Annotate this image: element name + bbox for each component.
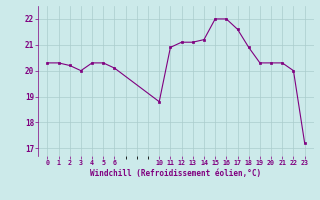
X-axis label: Windchill (Refroidissement éolien,°C): Windchill (Refroidissement éolien,°C) [91,169,261,178]
